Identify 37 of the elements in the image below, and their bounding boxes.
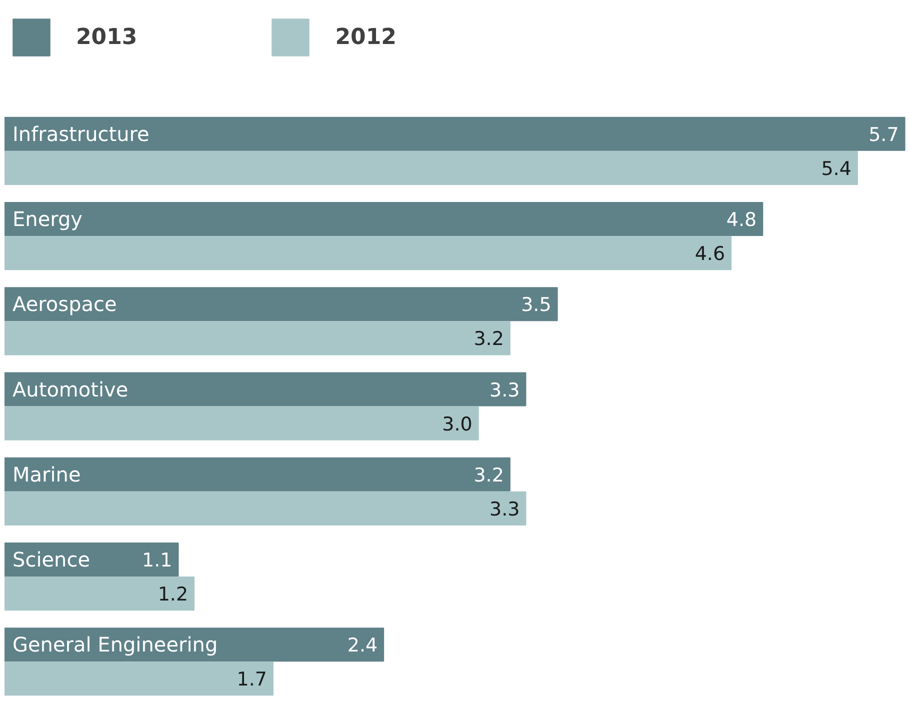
y-tick-label: Aerospace	[12, 292, 117, 316]
bar	[4, 628, 384, 662]
y-tick-label: Energy	[12, 207, 83, 232]
data-label: 1.2	[158, 584, 188, 606]
bar	[4, 287, 558, 322]
bar	[4, 542, 179, 577]
data-label: 4.8	[726, 209, 757, 232]
legend-label: 2012	[335, 24, 396, 50]
bar	[4, 457, 510, 492]
data-label: 3.2	[474, 464, 504, 486]
data-label: 3.3	[490, 379, 520, 402]
bar	[4, 406, 479, 440]
y-tick-label: Infrastructure	[12, 122, 150, 146]
bar	[4, 576, 195, 611]
data-label: 2.4	[347, 634, 378, 657]
bar	[4, 372, 526, 406]
y-tick-label: Marine	[12, 462, 81, 486]
bar	[4, 150, 858, 185]
bar	[4, 236, 732, 270]
bar	[4, 491, 526, 526]
legend-label: 2013	[76, 24, 138, 50]
bar	[4, 116, 906, 151]
data-label: 3.5	[521, 294, 552, 316]
data-label: 1.1	[142, 550, 172, 572]
bar	[4, 202, 764, 236]
data-label: 3.2	[474, 328, 504, 350]
y-tick-label: Automotive	[12, 377, 128, 402]
bar	[4, 321, 510, 356]
data-label: 1.7	[236, 668, 268, 691]
data-label: 5.4	[821, 158, 852, 180]
data-label: 3.0	[442, 413, 472, 436]
bar	[4, 662, 274, 696]
data-label: 4.6	[694, 243, 726, 266]
y-tick-label: Science	[12, 548, 90, 572]
y-tick-label: General Engineering	[12, 632, 218, 657]
data-label: 5.7	[868, 124, 899, 146]
data-label: 3.3	[490, 498, 520, 520]
